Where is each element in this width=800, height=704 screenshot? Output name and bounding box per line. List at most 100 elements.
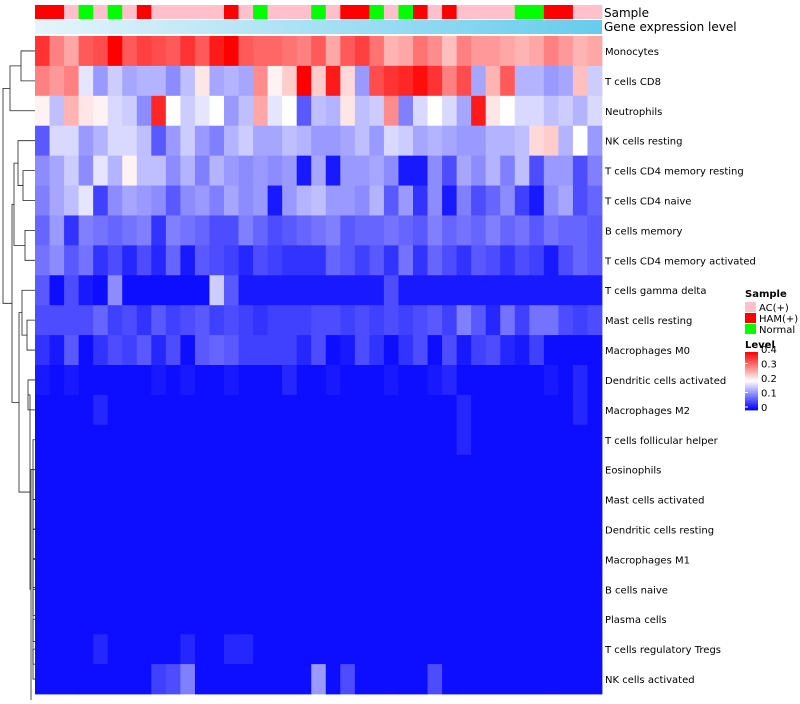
heatmap-cell xyxy=(238,305,254,336)
heatmap-cell xyxy=(369,544,385,575)
heatmap-cell xyxy=(238,36,254,67)
heatmap-cell xyxy=(122,215,138,246)
heatmap-cell xyxy=(296,574,312,605)
sample-annotation-cell xyxy=(64,5,80,19)
heatmap-cell xyxy=(572,185,588,216)
heatmap-cell xyxy=(442,245,458,276)
heatmap-cell xyxy=(78,65,94,97)
heatmap-cell xyxy=(107,245,123,276)
heatmap-cell xyxy=(238,574,254,605)
heatmap-cell xyxy=(238,365,254,396)
heatmap-cell xyxy=(500,514,516,545)
legend-colorbar-segment xyxy=(745,357,758,360)
heatmap-cell xyxy=(340,125,356,157)
heatmap-cell xyxy=(253,664,269,695)
heatmap-cell xyxy=(107,65,123,97)
heatmap-cell xyxy=(311,604,327,635)
heatmap-cell xyxy=(456,305,472,336)
heatmap-cell xyxy=(107,125,123,157)
heatmap-cell xyxy=(311,544,327,575)
heatmap-cell xyxy=(340,365,356,396)
heatmap-cell xyxy=(253,574,269,605)
heatmap-cell xyxy=(514,65,530,97)
heatmap-cell xyxy=(136,335,152,366)
sample-annotation-cell xyxy=(413,5,428,19)
legend-colorbar-segment xyxy=(745,382,758,385)
dendrogram-link xyxy=(24,230,35,261)
heatmap-cell xyxy=(194,634,210,665)
heatmap-cell xyxy=(209,36,225,67)
legend-colorbar-segment xyxy=(745,392,758,395)
heatmap-cell xyxy=(253,514,269,545)
row-label: T cells CD4 naive xyxy=(604,197,691,208)
heatmap-cell xyxy=(369,484,385,515)
dendrogram-link xyxy=(11,203,19,403)
heatmap-cell xyxy=(64,634,80,665)
heatmap-cell xyxy=(35,634,50,665)
heatmap-cell xyxy=(500,185,516,216)
heatmap-cell xyxy=(529,454,545,486)
heatmap-cell xyxy=(354,634,370,665)
heatmap-cell xyxy=(180,125,196,157)
heatmap-cell xyxy=(93,394,109,426)
heatmap-cell xyxy=(49,394,65,426)
heatmap-cell xyxy=(558,484,574,515)
heatmap-cell xyxy=(136,185,152,216)
heatmap-cell xyxy=(151,424,167,456)
heatmap-cell xyxy=(529,36,545,67)
heatmap-cell xyxy=(587,125,603,157)
heatmap-cell xyxy=(572,514,588,545)
heatmap-cell xyxy=(165,365,181,396)
heatmap-cell xyxy=(543,574,559,605)
heatmap-cell xyxy=(122,36,138,67)
heatmap-cell xyxy=(529,155,545,186)
heatmap-cell xyxy=(282,125,298,157)
heatmap-cell xyxy=(543,125,559,157)
heatmap-cell xyxy=(514,454,530,486)
heatmap-cell xyxy=(558,275,574,306)
sample-annotation-cell xyxy=(311,5,327,19)
dendrogram-link xyxy=(17,140,35,186)
sample-annotation-cell xyxy=(296,5,312,19)
heatmap-cell xyxy=(471,335,487,366)
heatmap-cell xyxy=(282,454,298,486)
heatmap-cell xyxy=(151,634,167,665)
heatmap-cell xyxy=(543,454,559,486)
heatmap-cell xyxy=(224,394,239,426)
heatmap-cell xyxy=(253,215,269,246)
heatmap-cell xyxy=(267,36,283,67)
heatmap-cell xyxy=(543,65,559,97)
heatmap-cell xyxy=(485,185,501,216)
heatmap-cell xyxy=(49,365,65,396)
legend-level-title: Level xyxy=(745,340,775,351)
heatmap-cell xyxy=(485,36,501,67)
legend-colorbar-segment xyxy=(745,398,758,401)
legend-colorbar-segment xyxy=(745,376,758,379)
heatmap-cell xyxy=(151,95,167,127)
heatmap-cell xyxy=(500,335,516,366)
heatmap-cell xyxy=(514,365,530,396)
heatmap-cell xyxy=(296,65,312,97)
heatmap-cell xyxy=(340,514,356,545)
heatmap-cell xyxy=(485,664,501,695)
heatmap-cell xyxy=(325,95,341,127)
heatmap-cell xyxy=(296,245,312,276)
heatmap-cell xyxy=(543,305,559,336)
heatmap-cell xyxy=(529,65,545,97)
legend-level-scale: 0.4 0.3 0.2 0.1 0 xyxy=(745,345,777,414)
heatmap-cell xyxy=(122,634,138,665)
heatmap-cell xyxy=(107,664,123,695)
heatmap-cell xyxy=(107,185,123,216)
legend-colorbar-segment xyxy=(745,366,758,369)
heatmap-cell xyxy=(253,65,269,97)
heatmap-cell xyxy=(587,365,603,396)
heatmap-cell xyxy=(427,454,443,486)
heatmap-cell xyxy=(311,125,327,157)
heatmap-cell xyxy=(49,604,65,635)
legend-colorbar-segment xyxy=(745,359,758,362)
heatmap-cell xyxy=(151,185,167,216)
heatmap-cell xyxy=(136,95,152,127)
heatmap-cell xyxy=(543,424,559,456)
heatmap-cell xyxy=(340,454,356,486)
heatmap-cell xyxy=(413,365,428,396)
